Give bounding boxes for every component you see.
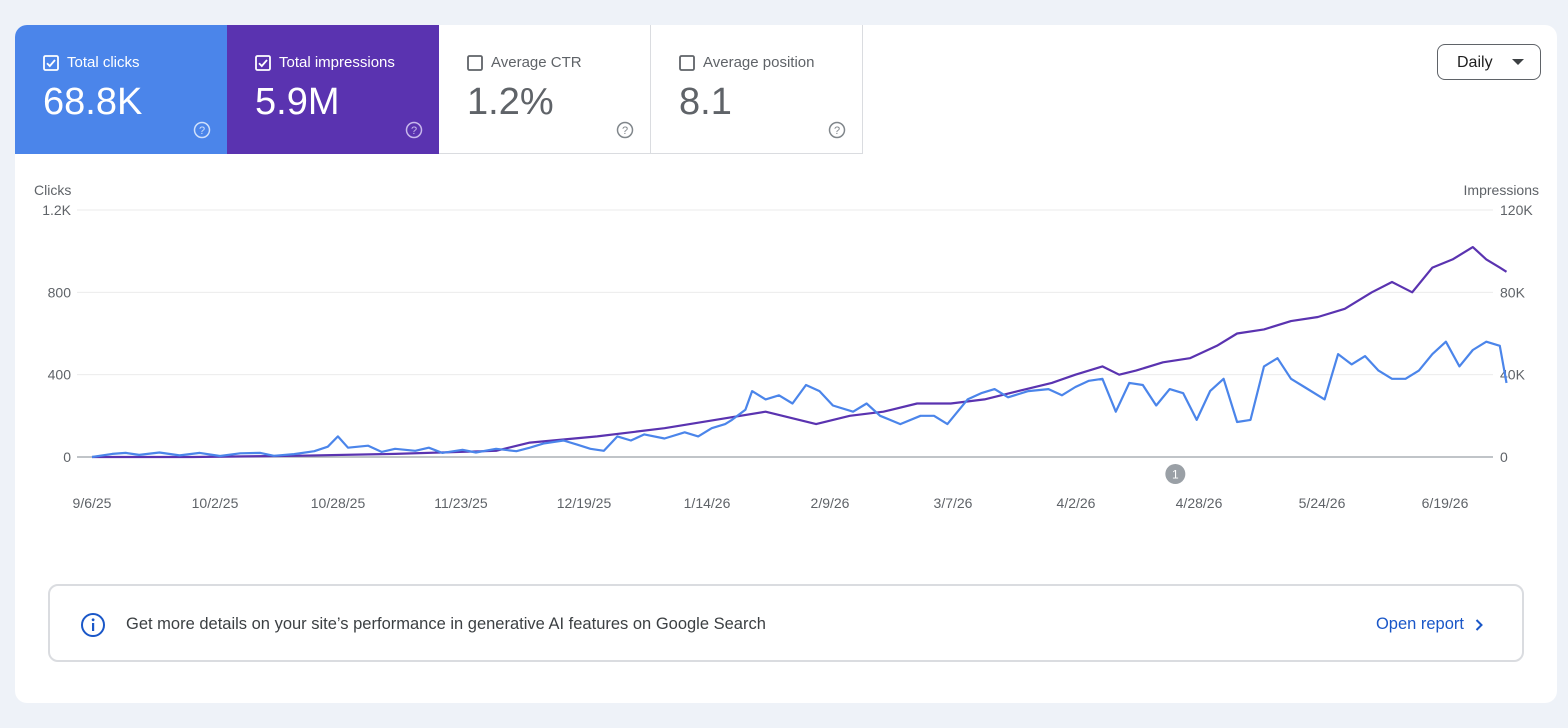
left-tick-label: 1.2K (42, 202, 71, 218)
checkbox-unchecked-icon[interactable] (467, 55, 483, 71)
metric-card-total-impressions[interactable]: Total impressions 5.9M ? (227, 25, 439, 154)
period-select-label: Daily (1457, 54, 1493, 71)
metric-label: Average position (703, 54, 815, 71)
metric-value: 5.9M (255, 81, 340, 123)
chevron-right-icon (1475, 618, 1483, 631)
metric-label: Total clicks (67, 54, 140, 71)
x-tick-label: 4/28/26 (1176, 495, 1223, 511)
checkbox-unchecked-icon[interactable] (679, 55, 695, 71)
ai-features-banner: Get more details on your site’s performa… (48, 584, 1524, 662)
metric-value: 68.8K (43, 81, 143, 123)
checkbox-checked-icon[interactable] (43, 55, 59, 71)
right-tick-label: 0 (1500, 449, 1508, 465)
svg-text:?: ? (199, 125, 205, 137)
x-tick-label: 5/24/26 (1299, 495, 1346, 511)
period-select[interactable]: Daily (1437, 44, 1541, 80)
right-axis-title: Impressions (1464, 182, 1539, 198)
banner-message: Get more details on your site’s performa… (126, 615, 766, 633)
x-tick-label: 2/9/26 (811, 495, 850, 511)
dropdown-arrow-icon (1512, 59, 1524, 65)
help-icon[interactable]: ? (828, 121, 846, 139)
info-icon (81, 613, 105, 637)
metric-label: Average CTR (491, 54, 582, 71)
right-tick-label: 120K (1500, 202, 1533, 218)
x-tick-label: 10/28/25 (311, 495, 366, 511)
performance-panel: Total clicks 68.8K ? Total impressions 5… (15, 25, 1557, 703)
left-axis-title: Clicks (34, 182, 71, 198)
right-tick-label: 80K (1500, 284, 1526, 300)
x-tick-label: 11/23/25 (434, 495, 488, 511)
open-report-link[interactable]: Open report (1376, 615, 1484, 634)
x-tick-label: 9/6/25 (73, 495, 112, 511)
help-icon[interactable]: ? (193, 121, 211, 139)
annotation-marker[interactable] (1165, 464, 1186, 484)
svg-text:?: ? (411, 125, 417, 137)
series-line-total-clicks (91, 340, 1508, 459)
left-tick-label: 800 (48, 284, 72, 300)
x-tick-label: 1/14/26 (684, 495, 731, 511)
x-tick-label: 10/2/25 (192, 495, 239, 511)
series-line-total-impressions (92, 245, 1508, 459)
x-tick-label: 6/19/26 (1422, 495, 1469, 511)
x-tick-label: 3/7/26 (934, 495, 973, 511)
metric-value: 8.1 (679, 81, 732, 123)
metric-card-average-ctr[interactable]: Average CTR 1.2% ? (439, 25, 651, 154)
svg-text:?: ? (622, 125, 628, 137)
x-tick-label: 12/19/25 (557, 495, 612, 511)
metric-label: Total impressions (279, 54, 395, 71)
metric-card-total-clicks[interactable]: Total clicks 68.8K ? (15, 25, 227, 154)
left-tick-label: 0 (63, 449, 71, 465)
metric-cards: Total clicks 68.8K ? Total impressions 5… (15, 25, 863, 154)
left-tick-label: 400 (48, 367, 72, 383)
help-icon[interactable]: ? (616, 121, 634, 139)
open-report-label: Open report (1375, 615, 1464, 633)
checkbox-checked-icon[interactable] (255, 55, 271, 71)
help-icon[interactable]: ? (405, 121, 423, 139)
x-tick-label: 4/2/26 (1057, 495, 1096, 511)
metric-card-average-position[interactable]: Average position 8.1 ? (651, 25, 863, 154)
svg-text:?: ? (834, 125, 840, 137)
metric-value: 1.2% (467, 81, 554, 123)
annotation-label: 1 (1172, 468, 1179, 482)
